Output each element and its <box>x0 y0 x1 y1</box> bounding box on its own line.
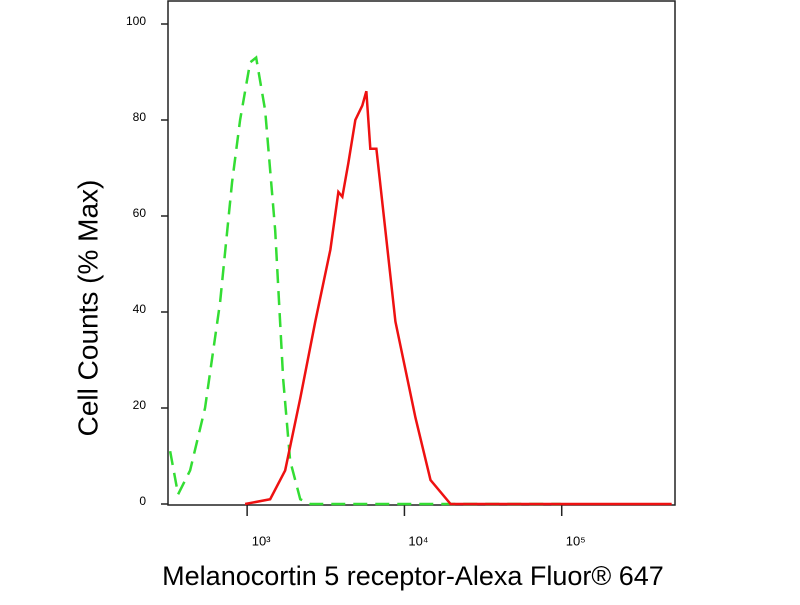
y-tick-label: 0 <box>139 494 146 508</box>
y-tick-label: 60 <box>133 206 147 220</box>
y-tick-label: 80 <box>133 110 147 124</box>
x-tick-label: 10⁴ <box>408 533 428 548</box>
y-tick-label: 20 <box>133 398 147 412</box>
x-tick-label: 10⁵ <box>566 533 586 548</box>
series-line <box>168 55 561 506</box>
series-line <box>244 90 672 506</box>
plot-frame <box>167 0 676 506</box>
x-axis-label: Melanocortin 5 receptor-Alexa Fluor® 647 <box>162 561 664 591</box>
y-tick-label: 100 <box>126 14 146 28</box>
y-tick-label: 40 <box>133 302 147 316</box>
y-axis-label: Cell Counts (% Max) <box>72 180 103 437</box>
x-tick-label: 10³ <box>252 533 271 548</box>
